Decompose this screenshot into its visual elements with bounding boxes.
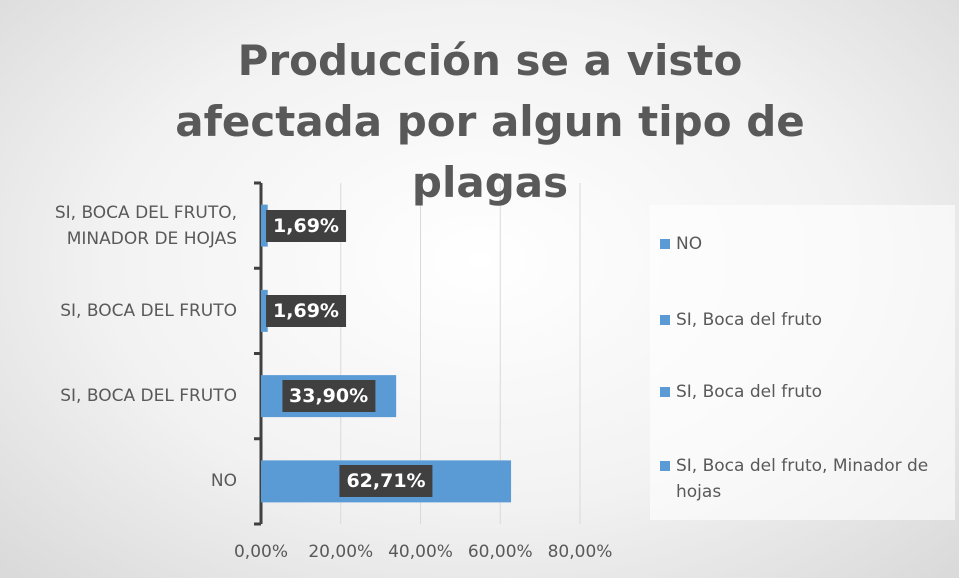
x-tick-label: 20,00%: [308, 542, 374, 562]
legend-item: NO: [658, 231, 959, 257]
legend-swatch: [660, 387, 670, 397]
data-label: 62,71%: [339, 465, 433, 498]
legend-label: NO: [676, 234, 703, 254]
bar: [261, 289, 268, 332]
legend-item: SI, Boca del fruto: [658, 307, 959, 333]
legend: NO SI, Boca del fruto SI, Boca del fruto SI…: [650, 205, 955, 520]
x-tick-label: 40,00%: [388, 542, 453, 562]
legend-item: SI, Boca del fruto: [658, 379, 959, 405]
bar: [261, 204, 268, 247]
y-tick-label: NO: [210, 471, 237, 492]
x-tick-label: 0,00%: [233, 542, 289, 562]
legend-item: SI, Boca del fruto, Minador de hojas: [658, 453, 959, 505]
x-tick-label: 60,00%: [467, 542, 533, 562]
y-tick-label: SI, BOCA DEL FRUTO: [60, 300, 237, 321]
legend-swatch: [660, 461, 670, 471]
legend-label: SI, Boca del fruto, Minador de hojas: [676, 456, 929, 502]
legend-swatch: [660, 315, 670, 325]
legend-swatch: [660, 239, 670, 249]
chart-title: Producción se a visto afectada por algun…: [175, 36, 805, 207]
x-tick-label: 80,00%: [547, 542, 613, 562]
data-label: 33,90%: [282, 380, 376, 413]
legend-label: SI, Boca del fruto: [676, 382, 823, 402]
legend-label: SI, Boca del fruto: [676, 310, 823, 330]
data-label: 1,69%: [266, 294, 346, 327]
data-label: 1,69%: [266, 209, 346, 242]
y-tick-label: SI, BOCA DEL FRUTO: [60, 386, 237, 407]
y-tick-label: SI, BOCA DEL FRUTO, MINADOR DE HOJAS: [54, 202, 237, 249]
